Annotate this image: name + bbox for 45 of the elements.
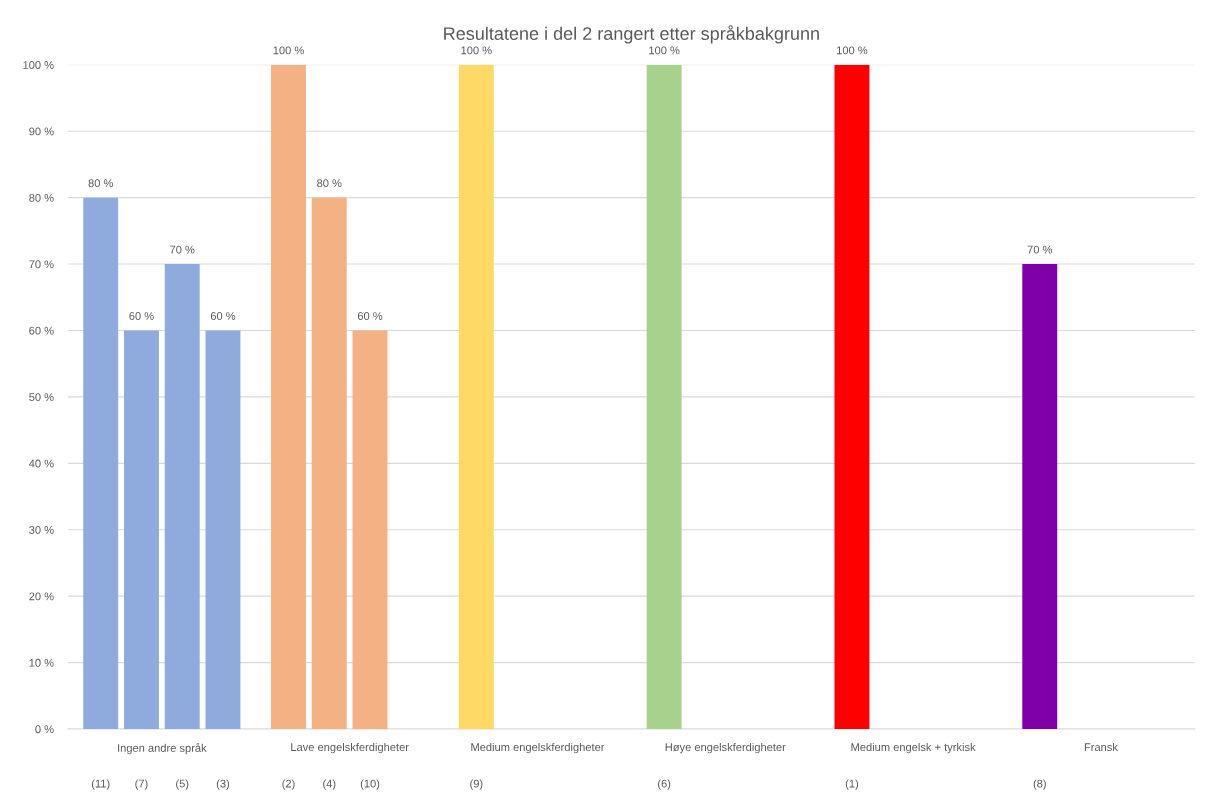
data-label: 70 % bbox=[170, 245, 195, 254]
y-tick-label: 100 % bbox=[23, 61, 54, 69]
data-label: 80 % bbox=[88, 179, 113, 188]
text: (9) bbox=[470, 779, 483, 790]
data-label: 60 % bbox=[129, 312, 154, 320]
x-tick-label: Fransk bbox=[1084, 742, 1118, 752]
data-label: 70 % bbox=[1027, 245, 1053, 254]
text: (5) bbox=[176, 779, 189, 790]
x-tick-label: Medium engelskferdigheter bbox=[471, 742, 605, 754]
data-label: 80 % bbox=[317, 179, 342, 188]
data-label: 100 % bbox=[649, 46, 680, 55]
text: (1) bbox=[845, 779, 859, 790]
text: (3) bbox=[216, 779, 230, 790]
data-label: 100 % bbox=[837, 46, 868, 55]
text: (7) bbox=[135, 779, 148, 790]
data-label: 60 % bbox=[210, 312, 236, 320]
y-tick-label: 20 % bbox=[29, 592, 54, 601]
y-tick-label: 50 % bbox=[29, 393, 54, 402]
x-tick-label: Høye engelskferdigheter bbox=[665, 742, 786, 754]
bar bbox=[646, 64, 682, 729]
x-tick-label: Medium engelsk + tyrkisk bbox=[851, 742, 976, 754]
text: (6) bbox=[658, 779, 671, 790]
x-tick-label: Ingen andre språk bbox=[118, 742, 207, 755]
text: (10) bbox=[360, 779, 380, 790]
text: (4) bbox=[323, 779, 336, 790]
bar bbox=[834, 64, 870, 729]
text: (8) bbox=[1033, 779, 1046, 790]
y-tick-label: 80 % bbox=[29, 193, 54, 202]
bar bbox=[1022, 264, 1058, 729]
y-tick-label: 30 % bbox=[29, 526, 54, 534]
text: (2) bbox=[282, 779, 295, 790]
chart-title: Resultatene i del 2 rangert etter språkbakgrunn bbox=[444, 25, 819, 44]
data-label: 100 % bbox=[461, 46, 492, 55]
y-tick-label: 0 % bbox=[35, 725, 54, 734]
y-tick-label: 40 % bbox=[28, 459, 54, 468]
y-tick-label: 10 % bbox=[29, 658, 54, 667]
y-tick-label: 90 % bbox=[29, 127, 54, 136]
bar bbox=[458, 64, 494, 729]
data-label: 60 % bbox=[357, 312, 383, 320]
bar bbox=[205, 330, 241, 729]
x-tick-label: Lave engelskferdigheter bbox=[291, 742, 409, 754]
y-tick-label: 60 % bbox=[29, 326, 54, 335]
y-tick-label: 70 % bbox=[29, 260, 54, 269]
text: (11) bbox=[91, 779, 110, 790]
data-label: 100 % bbox=[273, 46, 304, 55]
